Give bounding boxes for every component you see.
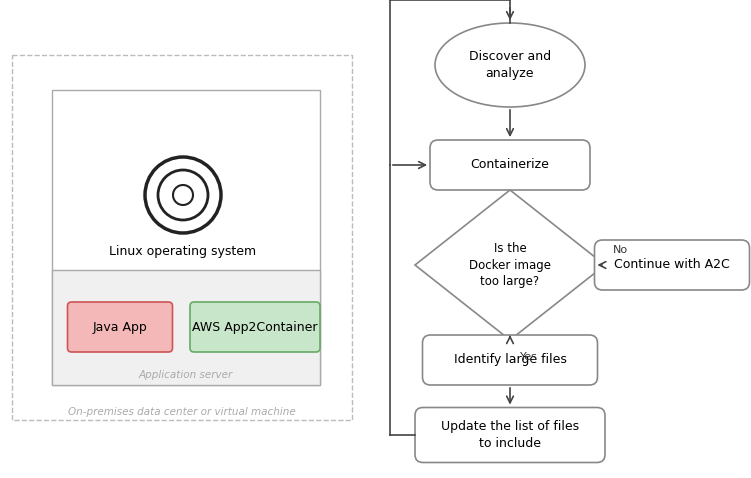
FancyBboxPatch shape [68, 302, 173, 352]
Circle shape [173, 185, 193, 205]
Text: Yes: Yes [520, 352, 538, 362]
Text: Java App: Java App [92, 321, 147, 334]
FancyBboxPatch shape [190, 302, 320, 352]
Text: Application server: Application server [139, 370, 233, 380]
Text: Containerize: Containerize [471, 159, 550, 172]
Text: Discover and
analyze: Discover and analyze [469, 50, 551, 80]
Text: Continue with A2C: Continue with A2C [614, 259, 730, 272]
FancyBboxPatch shape [423, 335, 598, 385]
Text: No: No [613, 245, 628, 255]
Circle shape [158, 170, 208, 220]
Ellipse shape [435, 23, 585, 107]
Text: Update the list of files
to include: Update the list of files to include [441, 420, 579, 450]
Text: On-premises data center or virtual machine: On-premises data center or virtual machi… [68, 407, 296, 417]
Bar [12, 55, 352, 420]
Text: AWS App2Container: AWS App2Container [192, 321, 318, 334]
FancyBboxPatch shape [430, 140, 590, 190]
Text: Linux operating system: Linux operating system [110, 245, 257, 258]
FancyBboxPatch shape [595, 240, 749, 290]
FancyBboxPatch shape [415, 408, 605, 463]
Polygon shape [415, 190, 605, 340]
Bar [52, 270, 320, 385]
Bar [52, 90, 320, 385]
Circle shape [145, 157, 221, 233]
Text: Identify large files: Identify large files [454, 354, 566, 367]
Text: Is the
Docker image
too large?: Is the Docker image too large? [469, 242, 551, 287]
